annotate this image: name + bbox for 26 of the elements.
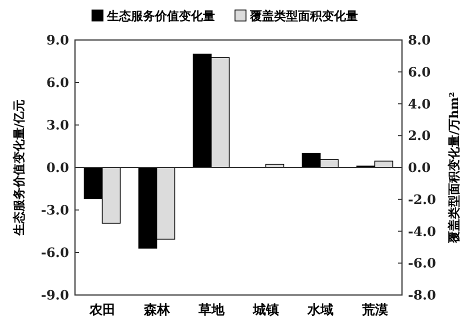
y2-tick-label: 0.0: [408, 161, 431, 176]
legend-label: 覆盖类型面积变化量: [249, 9, 358, 23]
y2-tick-label: -6.0: [408, 256, 436, 272]
y-axis-title: 生态服务价值变化量/亿元: [12, 99, 26, 237]
x-tick-label: 森林: [142, 303, 171, 318]
y2-tick-label: -2.0: [408, 192, 436, 208]
y2-tick-label: -4.0: [408, 224, 436, 240]
y-tick-label: 6.0: [46, 76, 69, 91]
y-tick-label: 9.0: [46, 34, 69, 48]
x-tick-label: 农田: [88, 303, 116, 318]
y2-tick-label: 2.0: [408, 129, 431, 144]
y-tick-label: -3.0: [40, 204, 69, 218]
y2-tick-label: -8.0: [408, 288, 436, 304]
y-tick-label: 3.0: [46, 118, 69, 134]
x-tick-label: 荒漠: [360, 302, 389, 318]
x-tick-label: 水域: [306, 303, 334, 318]
x-tick-label: 草地: [197, 303, 226, 318]
y-tick-label: -6.0: [40, 246, 69, 261]
x-tick-label: 城镇: [252, 303, 279, 318]
y2-tick-label: 6.0: [408, 65, 431, 80]
legend-label: 生态服务价值变化量: [106, 9, 215, 23]
y2-axis-title: 覆盖类型面积变化量/万hm²: [447, 92, 461, 244]
y-tick-label: -9.0: [40, 288, 69, 304]
y2-tick-label: 4.0: [408, 97, 431, 112]
y-tick-label: 0.0: [46, 161, 69, 176]
y2-tick-label: 8.0: [408, 34, 431, 48]
